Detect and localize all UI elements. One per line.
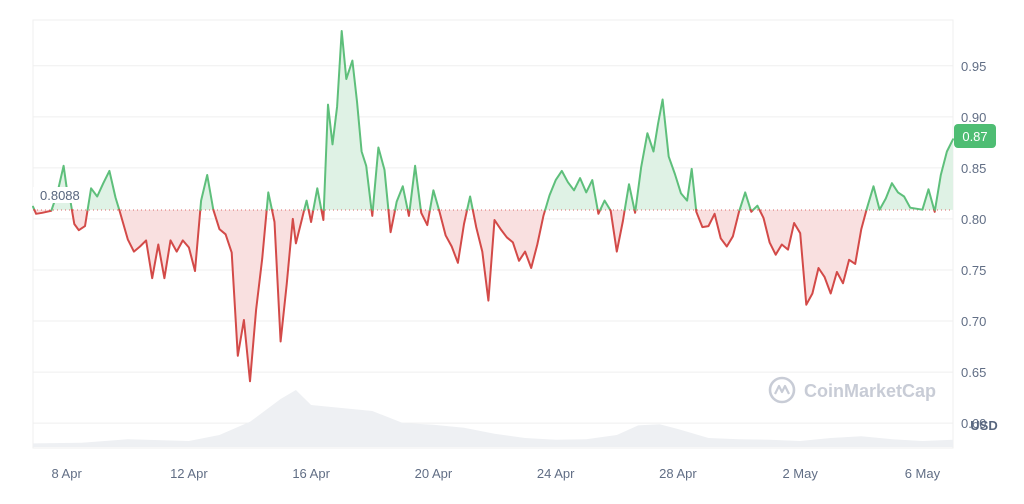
price-line-up bbox=[466, 195, 474, 211]
price-line-up bbox=[303, 199, 310, 211]
price-line-up bbox=[86, 169, 121, 211]
x-tick-label: 12 Apr bbox=[170, 466, 208, 481]
price-line-down bbox=[271, 208, 306, 343]
x-tick-label: 6 May bbox=[905, 466, 941, 481]
currency-label: USD bbox=[970, 418, 997, 433]
area-below-baseline bbox=[610, 209, 625, 252]
y-tick-label: 0.85 bbox=[961, 161, 986, 176]
area-above-baseline bbox=[395, 186, 408, 210]
y-tick-label: 0.65 bbox=[961, 365, 986, 380]
price-line-down bbox=[70, 208, 89, 232]
coinmarketcap-logo-icon bbox=[768, 376, 796, 404]
area-fill-layer bbox=[33, 31, 953, 382]
x-tick-label: 20 Apr bbox=[415, 466, 453, 481]
price-line-up bbox=[371, 146, 390, 211]
area-above-baseline bbox=[323, 31, 372, 210]
price-line-up bbox=[599, 199, 612, 211]
price-line-up bbox=[634, 98, 698, 211]
price-line-down bbox=[438, 208, 469, 264]
price-line-up bbox=[322, 30, 373, 211]
price-line-down bbox=[320, 208, 325, 221]
y-tick-label: 0.75 bbox=[961, 263, 986, 278]
price-line-down bbox=[406, 208, 411, 217]
current-price-badge-text: 0.87 bbox=[962, 129, 987, 144]
area-below-baseline bbox=[472, 209, 546, 301]
price-line-down bbox=[758, 208, 868, 306]
area-above-baseline bbox=[935, 139, 953, 210]
area-above-baseline bbox=[624, 184, 635, 210]
baseline-label: 0.8088 bbox=[33, 187, 85, 203]
price-line-down bbox=[307, 208, 315, 223]
x-tick-label: 28 Apr bbox=[659, 466, 697, 481]
area-below-baseline bbox=[759, 209, 867, 305]
price-line-up bbox=[623, 183, 636, 211]
price-line-down bbox=[471, 208, 547, 302]
y-tick-label: 0.95 bbox=[961, 59, 986, 74]
price-line-down bbox=[419, 208, 431, 227]
area-above-baseline bbox=[739, 192, 751, 210]
price-line-down bbox=[609, 208, 626, 253]
y-tick-label: 0.90 bbox=[961, 110, 986, 125]
watermark: CoinMarketCap bbox=[768, 376, 936, 404]
price-line-layer bbox=[32, 30, 954, 383]
x-axis: 8 Apr 12 Apr 16 Apr 20 Apr 24 Apr 28 Apr 2 May… bbox=[51, 466, 940, 481]
area-above-baseline bbox=[409, 165, 421, 210]
volume-layer bbox=[33, 390, 953, 447]
price-line-up bbox=[934, 138, 954, 211]
area-below-baseline bbox=[272, 209, 305, 342]
price-line-down bbox=[370, 208, 374, 217]
price-line-up bbox=[394, 185, 409, 211]
volume-area bbox=[33, 390, 953, 447]
price-line-down bbox=[596, 208, 602, 215]
area-above-baseline bbox=[635, 99, 697, 210]
price-line-up bbox=[752, 204, 761, 211]
current-price-badge: 0.87 bbox=[954, 124, 996, 148]
price-line-down bbox=[695, 208, 741, 248]
price-line-down bbox=[387, 208, 397, 234]
y-axis: 0.95 0.90 0.85 0.80 0.75 0.70 0.65 0.60 bbox=[961, 59, 986, 431]
area-above-baseline bbox=[545, 170, 598, 210]
price-line-up bbox=[312, 187, 323, 211]
y-tick-label: 0.80 bbox=[961, 212, 986, 227]
plot-frame bbox=[32, 19, 954, 449]
y-tick-label: 0.60 bbox=[961, 416, 986, 431]
price-line-up bbox=[428, 189, 440, 211]
area-below-baseline bbox=[696, 209, 740, 247]
area-below-baseline bbox=[439, 209, 468, 263]
y-tick-label: 0.70 bbox=[961, 314, 986, 329]
x-tick-label: 8 Apr bbox=[51, 466, 82, 481]
price-line-down bbox=[118, 208, 202, 280]
price-line-up bbox=[265, 191, 273, 211]
x-tick-label: 16 Apr bbox=[292, 466, 330, 481]
baseline-label-text: 0.8088 bbox=[40, 188, 80, 203]
area-above-baseline bbox=[372, 147, 389, 210]
area-above-baseline bbox=[200, 175, 214, 210]
price-line-up bbox=[738, 191, 752, 211]
x-tick-label: 2 May bbox=[782, 466, 818, 481]
price-line-up bbox=[865, 182, 936, 211]
watermark-text: CoinMarketCap bbox=[804, 381, 936, 401]
area-below-baseline bbox=[119, 209, 201, 279]
price-line-down bbox=[212, 208, 268, 383]
price-line-up bbox=[408, 164, 422, 211]
x-tick-label: 24 Apr bbox=[537, 466, 575, 481]
current-price-badge-bg bbox=[954, 124, 996, 148]
price-line-up bbox=[544, 169, 599, 211]
